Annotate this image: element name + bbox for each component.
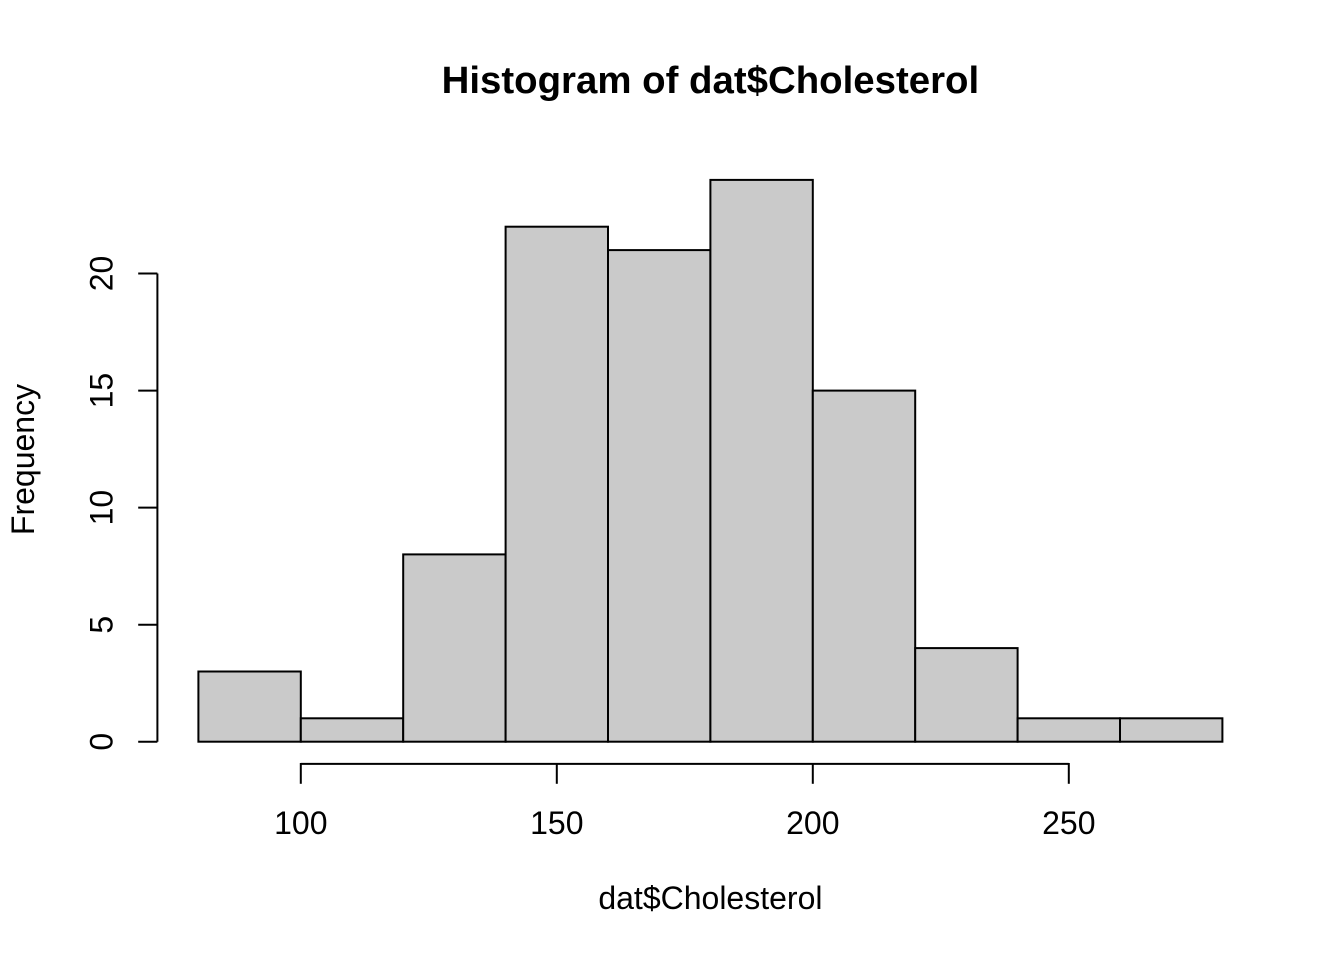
svg-text:10: 10	[83, 490, 119, 526]
svg-text:150: 150	[530, 805, 583, 841]
svg-text:100: 100	[274, 805, 327, 841]
svg-text:250: 250	[1042, 805, 1095, 841]
svg-text:5: 5	[83, 616, 119, 634]
svg-text:15: 15	[83, 373, 119, 409]
svg-text:Histogram of dat$Cholesterol: Histogram of dat$Cholesterol	[442, 59, 980, 102]
svg-text:200: 200	[786, 805, 839, 841]
svg-text:0: 0	[83, 733, 119, 751]
svg-text:20: 20	[83, 256, 119, 292]
svg-text:dat$Cholesterol: dat$Cholesterol	[598, 880, 822, 916]
svg-text:Frequency: Frequency	[5, 384, 41, 535]
